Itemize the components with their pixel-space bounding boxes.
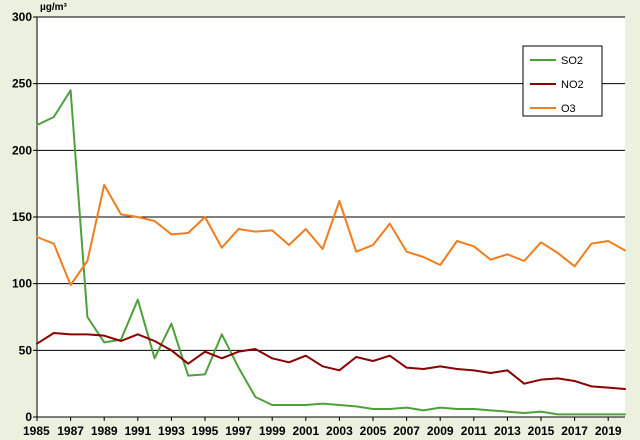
y-tick-label-100: 100 [12,277,32,291]
x-tick-label-2001: 2001 [292,424,319,438]
x-tick-label-2019: 2019 [595,424,622,438]
x-tick-label-2017: 2017 [561,424,588,438]
x-tick-label-2007: 2007 [393,424,420,438]
legend-box [522,45,603,117]
x-tick-label-1997: 1997 [225,424,252,438]
x-axis-ticks: 1985 1987 1989 1991 1993 1995 1997 1999 2001 2003… [23,417,622,438]
x-tick-label-2011: 2011 [461,424,487,438]
y-tick-label-0: 0 [25,410,32,424]
legend: SO2 NO2 O3 [522,45,603,117]
series-line-no2 [36,332,626,390]
x-tick-label-2013: 2013 [494,424,521,438]
x-tick-label-1995: 1995 [192,424,219,438]
y-tick-label-300: 300 [12,10,32,24]
y-tick-label-50: 50 [19,343,33,357]
y-axis-unit-label: µg/m³ [40,2,68,13]
x-tick-label-2005: 2005 [360,424,387,438]
legend-label-o3: O3 [561,103,576,115]
y-tick-label-150: 150 [12,210,32,224]
x-tick-label-1999: 1999 [259,424,286,438]
x-tick-label-1987: 1987 [57,424,84,438]
x-tick-label-1993: 1993 [158,424,185,438]
x-tick-label-2015: 2015 [528,424,555,438]
y-tick-label-200: 200 [12,143,32,157]
series-lines [36,89,626,416]
x-tick-label-1985: 1985 [23,424,50,438]
legend-label-so2: SO2 [561,55,583,67]
series-line-so2 [36,89,626,416]
x-tick-label-1991: 1991 [124,424,151,438]
y-tick-label-250: 250 [12,77,32,91]
x-tick-label-1989: 1989 [91,424,118,438]
x-tick-label-2003: 2003 [326,424,353,438]
legend-label-no2: NO2 [561,79,584,91]
series-line-o3 [36,184,626,286]
y-axis-ticks: 0 50 100 150 200 250 300 [12,10,37,424]
x-tick-label-2009: 2009 [427,424,454,438]
